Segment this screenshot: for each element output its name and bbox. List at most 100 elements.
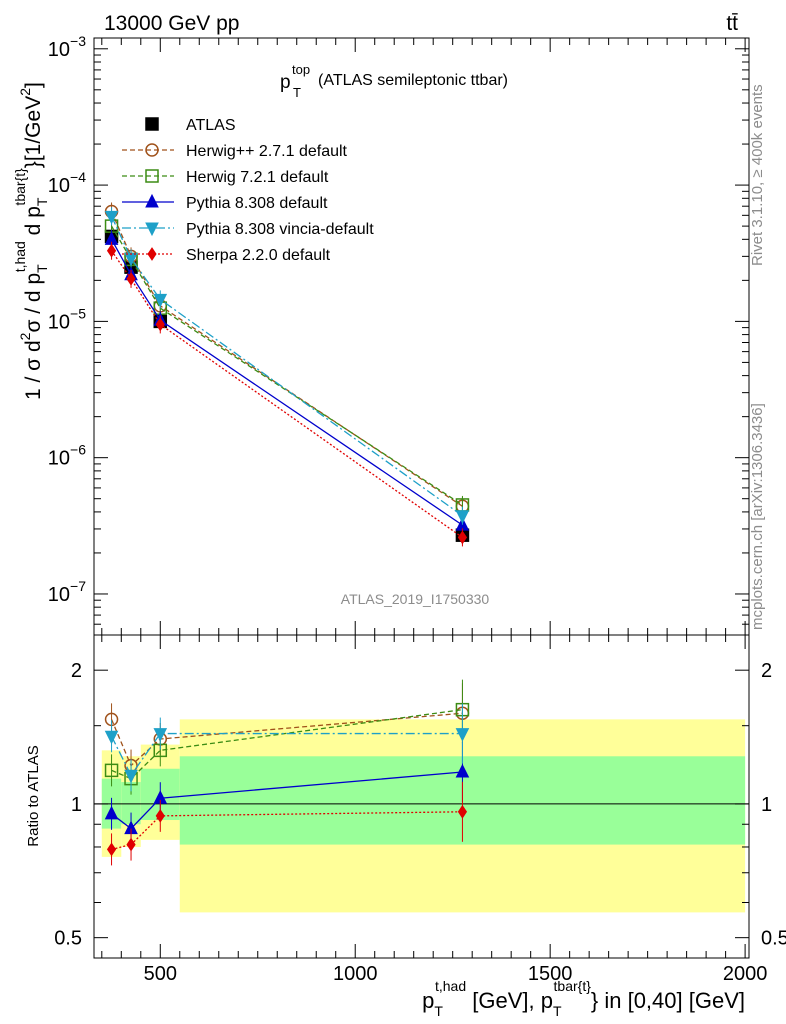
main-ytick-label: 10−3	[48, 33, 86, 61]
legend-label-vincia: Pythia 8.308 vincia-default	[186, 221, 374, 238]
main-line-vincia	[110, 216, 463, 517]
main-ylabel: 1 / σ d2σ / d pTt,had d pTtbar{t}}[1/GeV…	[12, 82, 50, 400]
xlabel-p1: p	[422, 988, 434, 1013]
xlabel-sub1: T	[434, 1003, 443, 1019]
ylabel-sub-t2: T	[34, 197, 50, 206]
ratio-ytick-label-right: 1	[761, 794, 772, 816]
xtick-label: 500	[144, 963, 177, 985]
main-series-sherpa	[106, 241, 468, 547]
main-line-herwigpp	[110, 211, 463, 507]
ylabel-sup-tbar: tbar{t}	[12, 168, 28, 206]
main-line-herwig7	[110, 225, 463, 506]
analysis-id: ATLAS_2019_I1750330	[341, 591, 490, 607]
ratio-line-vincia	[110, 732, 463, 777]
main-axes: 10−7 10−6 10−5 10−4 10−3	[48, 33, 749, 635]
ratio-frame	[93, 634, 750, 959]
main-point-vincia	[104, 210, 119, 225]
plot-title-main: p	[280, 72, 291, 93]
ratio-line-herwig7	[111, 709, 463, 780]
ratio-point-sherpa	[155, 808, 165, 823]
ylabel-sub-t1: T	[34, 264, 50, 273]
xlabel-sub2: T	[553, 1003, 562, 1019]
ratio-ytick-label-right: 2	[761, 660, 772, 682]
ratio-axes: 0.5 0.5 1 1 2 2 500 1000 1500 2000	[54, 635, 786, 985]
legend-entry-herwigpp: Herwig++ 2.7.1 default	[122, 143, 348, 160]
legend-label-atlas: ATLAS	[186, 117, 236, 134]
ratio-line-herwigpp	[110, 712, 463, 767]
ratio-band-inner	[121, 782, 141, 825]
main-panel: 10−7 10−6 10−5 10−4 10−3	[48, 33, 750, 636]
main-series-pythia	[104, 230, 470, 535]
plot-title-sup: top	[292, 62, 310, 77]
main-ytick-label: 10−6	[48, 442, 86, 470]
ratio-ytick-label: 0.5	[54, 928, 82, 950]
energy-label: 13000 GeV pp	[104, 12, 239, 35]
ratio-ytick-label: 2	[71, 660, 82, 682]
legend-entry-sherpa: Sherpa 2.2.0 default	[122, 247, 331, 264]
main-ytick-label: 10−5	[48, 305, 86, 333]
main-point-vincia	[455, 510, 470, 524]
main-ytick-label: 10−7	[48, 578, 86, 606]
legend-entry-pythia: Pythia 8.308 default	[122, 193, 328, 212]
ratio-point-vincia	[153, 728, 168, 742]
ratio-panel: 0.5 0.5 1 1 2 2 500 1000 1500 2000	[54, 634, 786, 985]
legend-marker-atlas	[145, 117, 159, 131]
ylabel-unit-a: }[1/GeV	[22, 96, 45, 168]
ratio-ylabel: Ratio to ATLAS	[25, 745, 42, 846]
ratio-point-sherpa	[126, 837, 136, 852]
ylabel-sup-2: 2	[17, 332, 33, 340]
ratio-series-group	[104, 679, 470, 866]
ylabel-prefix: 1 / σ d	[22, 340, 45, 400]
main-ytick-label: 10−4	[48, 169, 86, 197]
legend-label-herwig7: Herwig 7.2.1 default	[186, 169, 329, 186]
ratio-point-sherpa	[106, 842, 117, 857]
ratio-uncertainty-bands	[101, 719, 746, 913]
xlabel-sup1: t,had	[435, 978, 466, 994]
ylabel-unit-sup: 2	[17, 88, 33, 96]
main-series-atlas	[104, 227, 470, 545]
ratio-point-pythia	[455, 763, 470, 778]
legend-marker-herwig7	[145, 169, 159, 183]
legend-marker-herwigpp	[145, 143, 159, 157]
legend-entry-vincia: Pythia 8.308 vincia-default	[122, 221, 374, 238]
xlabel: pTt,had [GeV], pTtbar{t}} in [0,40] [GeV…	[422, 978, 745, 1019]
ratio-point-vincia	[104, 730, 119, 745]
ratio-point-pythia	[104, 805, 119, 820]
main-line-pythia	[110, 239, 463, 526]
ratio-point-vincia	[124, 769, 138, 784]
ratio-line-pythia	[111, 771, 463, 830]
ratio-point-herwig7	[104, 763, 119, 778]
legend-label-sherpa: Sherpa 2.2.0 default	[186, 247, 331, 264]
legend-label-pythia: Pythia 8.308 default	[186, 195, 328, 212]
main-ylabel-text: 1 / σ d2σ / d pTt,had d pTtbar{t}}[1/GeV…	[12, 82, 50, 400]
xtick-label: 2000	[723, 963, 768, 985]
ylabel-sigma-d: σ / d p	[22, 273, 45, 333]
main-series-vincia	[104, 207, 470, 525]
ratio-point-vincia	[455, 728, 470, 742]
ratio-series-vincia	[104, 703, 470, 792]
xtick-label: 1500	[528, 963, 573, 985]
rivet-label: Rivet 3.1.10, ≥ 400k events	[749, 84, 766, 266]
ratio-ytick-label: 1	[71, 794, 82, 816]
plot-title-rest: (ATLAS semileptonic ttbar)	[318, 72, 508, 89]
main-point-sherpa	[126, 271, 136, 286]
ylabel-unit-b: ]	[22, 82, 45, 88]
xtick-label: 1000	[333, 963, 378, 985]
main-point-vincia	[153, 293, 168, 308]
plot-title: p top T (ATLAS semileptonic ttbar)	[280, 62, 508, 100]
xlabel-sup2: tbar{t}	[554, 978, 592, 994]
xlabel-mid: [GeV], p	[466, 988, 553, 1013]
mcplots-label: mcplots.cern.ch [arXiv:1306.3436]	[749, 403, 766, 630]
ratio-point-sherpa	[457, 804, 468, 819]
ratio-line-sherpa	[111, 811, 463, 851]
legend-marker-vincia	[145, 222, 159, 237]
main-point-sherpa	[106, 243, 117, 258]
legend-marker-sherpa	[147, 247, 157, 261]
legend-entry-atlas: ATLAS	[145, 117, 236, 134]
ylabel-sup-thad: t,had	[12, 241, 28, 272]
legend-marker-pythia	[145, 193, 159, 208]
legend-entry-herwig7: Herwig 7.2.1 default	[122, 169, 329, 186]
process-label: tt̄	[726, 12, 738, 35]
main-point-sherpa	[457, 530, 468, 545]
